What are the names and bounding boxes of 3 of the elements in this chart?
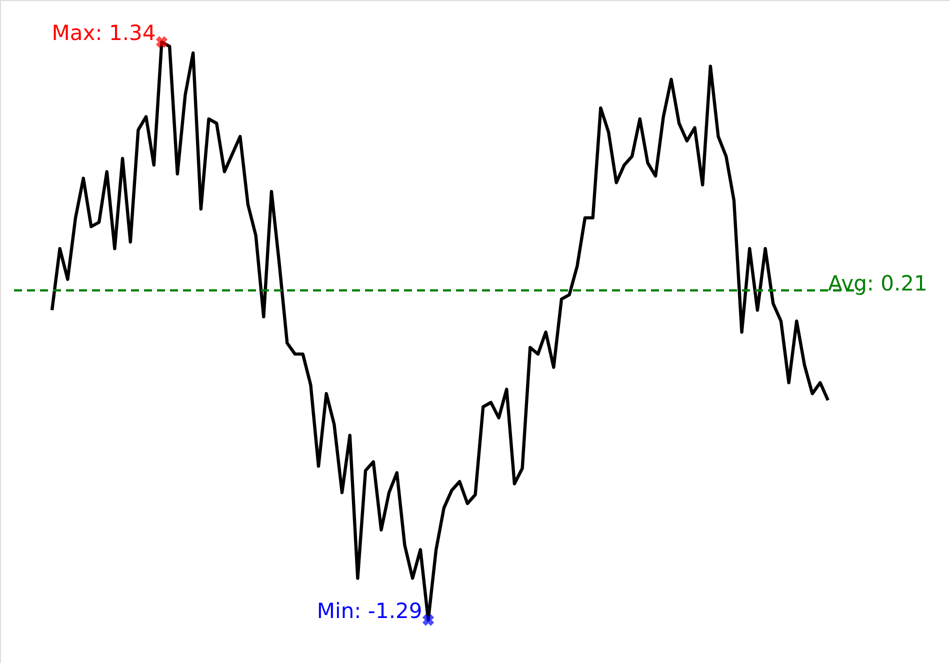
data-label: Min: -1.29: [316, 599, 422, 623]
data-label: Max: 1.34: [52, 21, 156, 45]
ref-line-label: Avg: 0.21: [828, 271, 928, 296]
